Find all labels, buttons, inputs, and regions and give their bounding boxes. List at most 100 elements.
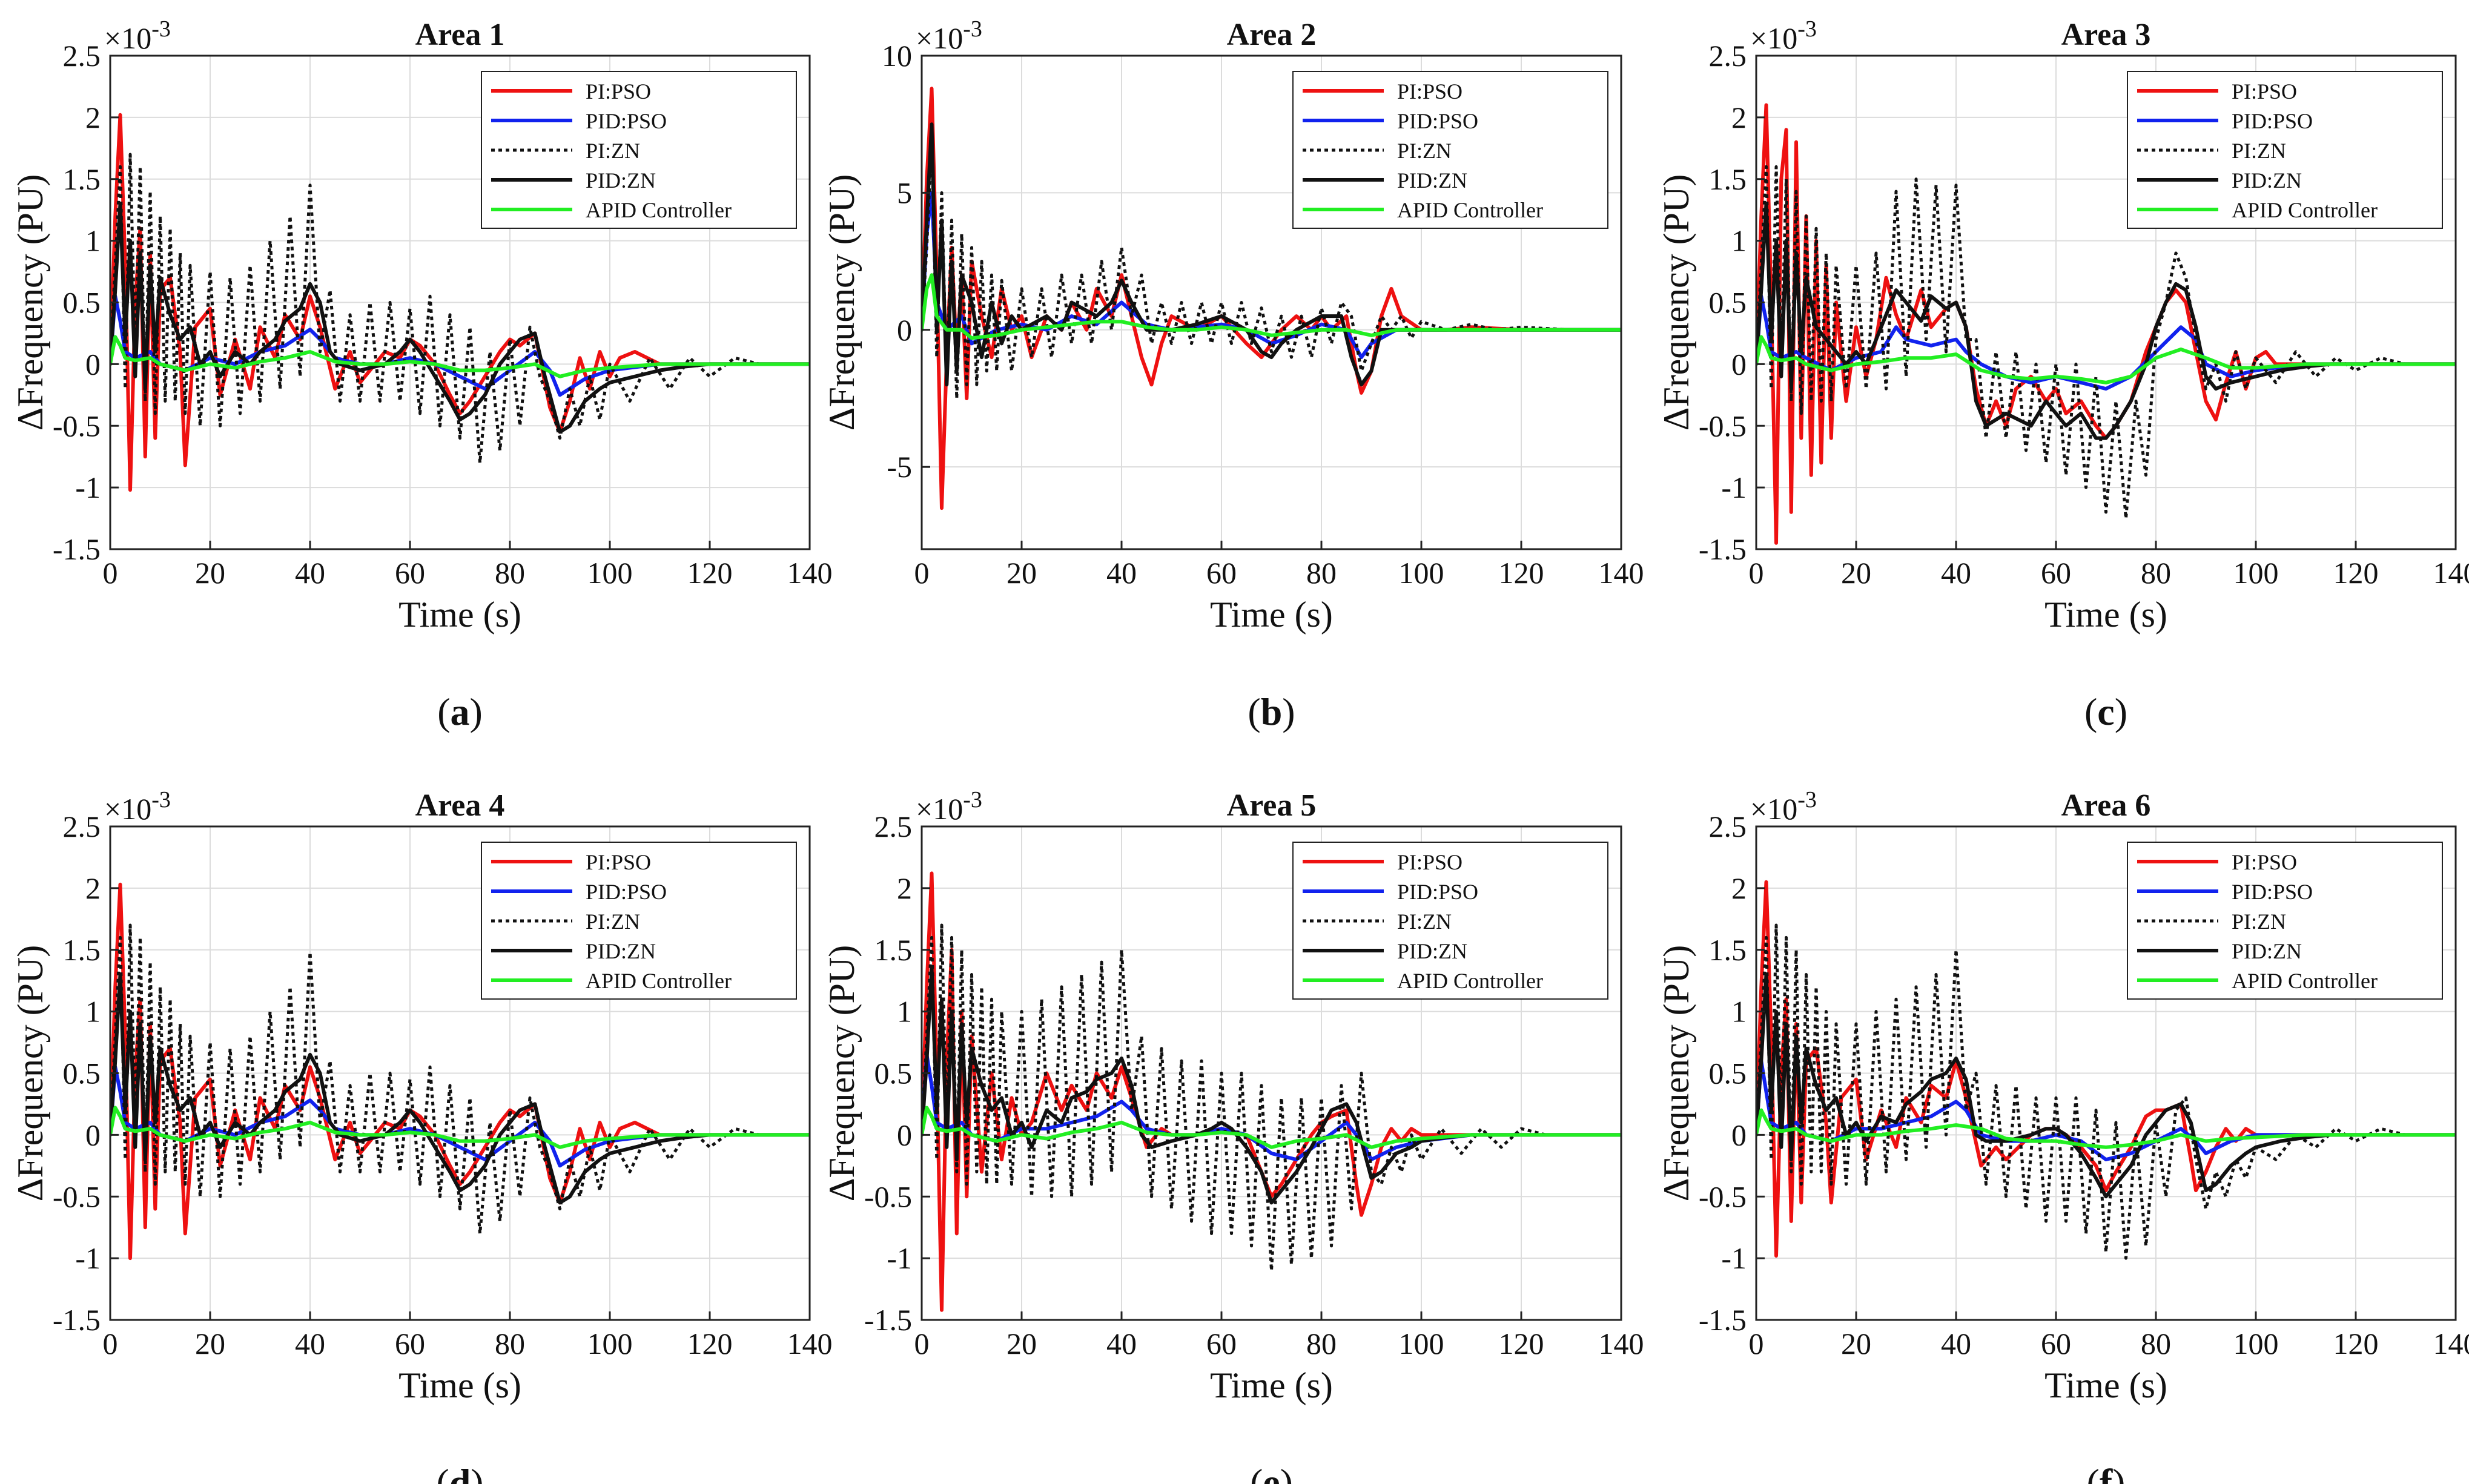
x-tick-label: 80: [1306, 556, 1337, 590]
y-tick-label: 1: [1731, 995, 1747, 1029]
x-tick-label: 120: [687, 1327, 733, 1360]
x-tick-label: 140: [787, 556, 833, 590]
legend-box: [1292, 71, 1608, 229]
x-tick-label: 120: [2333, 556, 2379, 590]
y-tick-label: 1: [85, 995, 101, 1029]
y-axis-label: ΔFrequency (PU): [822, 174, 862, 431]
x-tick-label: 60: [1206, 1327, 1237, 1360]
legend: PI:PSO PID:PSO PI:ZN PID:ZN APID Controller: [2127, 842, 2443, 1000]
series-apid-controller: [110, 1106, 810, 1149]
x-axis-label: Time (s): [398, 1365, 521, 1405]
legend-entry: APID Controller: [2232, 198, 2378, 222]
legend-entry: PI:ZN: [586, 139, 640, 163]
y-tick-label: -5: [887, 450, 912, 484]
x-axis-label: Time (s): [1210, 595, 1333, 635]
y-axis-multiplier: ×10-3: [1750, 16, 1817, 55]
y-tick-label: 2.5: [63, 39, 101, 73]
x-tick-label: 0: [1749, 1327, 1764, 1360]
y-tick-label: -1: [75, 470, 101, 504]
series-pid-zn: [1756, 202, 2456, 440]
x-tick-label: 40: [295, 556, 325, 590]
legend: PI:PSO PID:PSO PI:ZN PID:ZN APID Controller: [481, 842, 797, 1000]
x-tick-label: 60: [2041, 556, 2071, 590]
legend-box: [2127, 71, 2443, 229]
subplot-6: 0 20 40 60 80 100 120 140 -1.5 -1 -0.5 0 0.5 1 1.5 2 2.5…: [1656, 787, 2469, 1484]
series-pi-zn: [110, 153, 810, 464]
y-axis-multiplier: ×10-3: [916, 16, 982, 55]
x-tick-label: 100: [2233, 556, 2279, 590]
y-tick-label: -0.5: [864, 1179, 912, 1213]
chart-title: Area 1: [415, 18, 505, 52]
series-pi-zn: [110, 923, 810, 1235]
x-tick-label: 40: [1106, 1327, 1137, 1360]
y-tick-label: -1: [75, 1241, 101, 1275]
y-tick-label: 0.5: [63, 1057, 101, 1090]
legend-entry: PID:ZN: [586, 939, 656, 963]
legend-entry: APID Controller: [586, 198, 732, 222]
x-tick-label: 20: [1006, 556, 1037, 590]
y-axis-multiplier: ×10-3: [916, 787, 982, 826]
data-series: [922, 87, 1621, 510]
x-tick-label: 20: [1841, 1327, 1871, 1360]
x-tick-label: 20: [195, 556, 225, 590]
y-axis-label: ΔFrequency (PU): [10, 174, 50, 431]
legend-entry: PI:PSO: [2232, 850, 2297, 874]
y-tick-label: -0.5: [1699, 409, 1747, 443]
legend-entry: PID:ZN: [586, 168, 656, 193]
subplot-3: 0 20 40 60 80 100 120 140 -1.5 -1 -0.5 0 0.5 1 1.5 2 2.5…: [1656, 16, 2469, 733]
legend-entry: APID Controller: [1397, 969, 1543, 993]
x-tick-label: 80: [2141, 1327, 2171, 1360]
x-tick-label: 140: [1599, 556, 1644, 590]
y-axis-label: ΔFrequency (PU): [10, 945, 50, 1202]
y-tick-label: 2.5: [63, 810, 101, 843]
x-tick-label: 100: [1399, 556, 1444, 590]
x-tick-label: 40: [295, 1327, 325, 1360]
x-axis-label: Time (s): [398, 595, 521, 635]
subplot-label: (d): [436, 1461, 483, 1484]
x-tick-label: 40: [1106, 556, 1137, 590]
legend-box: [481, 842, 797, 1000]
x-tick-label: 80: [495, 1327, 525, 1360]
legend-entry: PI:PSO: [2232, 79, 2297, 104]
series-pid-zn: [110, 972, 810, 1205]
legend-entry: PID:PSO: [586, 880, 667, 904]
y-axis-label: ΔFrequency (PU): [1656, 174, 1696, 431]
x-tick-label: 20: [1006, 1327, 1037, 1360]
y-tick-label: 0.5: [63, 286, 101, 320]
subplot-label: (c): [2084, 690, 2127, 733]
x-tick-label: 80: [1306, 1327, 1337, 1360]
axes-box: [921, 54, 1622, 550]
legend-entry: PID:ZN: [2232, 939, 2302, 963]
x-tick-label: 0: [103, 1327, 118, 1360]
y-tick-label: -1.5: [1699, 532, 1747, 566]
y-tick-label: 0: [897, 313, 912, 347]
y-tick-label: 2.5: [1709, 39, 1747, 73]
y-tick-label: -0.5: [53, 1179, 101, 1213]
x-tick-label: 0: [103, 556, 118, 590]
x-tick-label: 140: [2433, 556, 2469, 590]
x-tick-label: 100: [587, 556, 633, 590]
legend-entry: PI:ZN: [2232, 139, 2286, 163]
series-apid-controller: [1756, 335, 2456, 384]
y-tick-label: 0: [85, 1118, 101, 1152]
subplot-1: 0 20 40 60 80 100 120 140 -1.5 -1 -0.5 0 0.5 1 1.5 2 2.5…: [10, 16, 833, 733]
legend-entry: PI:PSO: [586, 79, 651, 104]
y-tick-label: 1: [1731, 224, 1747, 258]
x-tick-label: 60: [395, 1327, 425, 1360]
legend: PI:PSO PID:PSO PI:ZN PID:ZN APID Controller: [1292, 71, 1608, 229]
x-tick-label: 120: [1499, 1327, 1544, 1360]
legend-entry: PI:ZN: [2232, 909, 2286, 934]
x-axis-label: Time (s): [1210, 1365, 1333, 1405]
y-tick-label: -1.5: [53, 1303, 101, 1337]
x-tick-label: 100: [1399, 1327, 1444, 1360]
legend-entry: PID:ZN: [1397, 939, 1467, 963]
series-apid-controller: [922, 273, 1621, 340]
y-axis-multiplier: ×10-3: [104, 16, 171, 55]
legend-entry: PID:PSO: [586, 109, 667, 133]
legend-entry: PID:PSO: [2232, 880, 2313, 904]
series-pi-pso: [110, 882, 810, 1261]
y-tick-label: 0: [1731, 1118, 1747, 1152]
series-apid-controller: [922, 1106, 1621, 1149]
y-axis-multiplier: ×10-3: [1750, 787, 1817, 826]
y-tick-label: -1: [1721, 470, 1747, 504]
